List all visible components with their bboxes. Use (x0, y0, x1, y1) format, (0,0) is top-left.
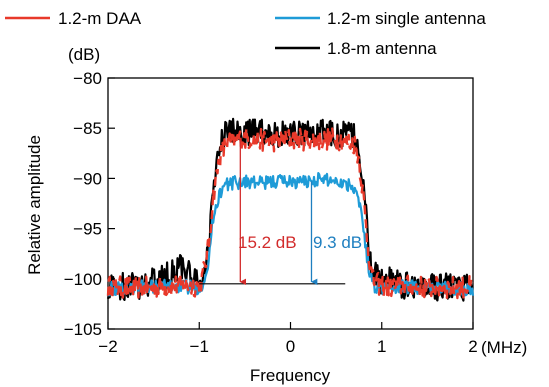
series-line-18m-antenna (106, 117, 474, 302)
y-tick-label: −80 (73, 69, 102, 88)
x-tick-label: 2 (468, 337, 477, 356)
x-tick-labels: −2 −1 0 1 2 (98, 337, 477, 356)
x-axis-title: Frequency (250, 366, 331, 385)
x-unit-label: (MHz) (481, 338, 527, 357)
series-line-12m-daa (106, 127, 474, 300)
legend-label-single: 1.2-m single antenna (327, 9, 486, 28)
y-tick-label: −105 (64, 320, 102, 339)
legend-label-daa: 1.2-m DAA (58, 9, 142, 28)
legend: 1.2-m DAA 1.2-m single antenna 1.8-m ant… (5, 9, 486, 58)
x-tick-marks (107, 322, 474, 329)
y-tick-labels: −80 −85 −90 −95 −100 −105 (64, 69, 102, 339)
x-tick-label: −2 (98, 337, 117, 356)
x-tick-label: −1 (190, 337, 209, 356)
x-tick-label: 0 (286, 337, 295, 356)
y-axis-title: Relative amplitude (25, 135, 44, 275)
y-tick-label: −95 (73, 220, 102, 239)
x-tick-label: 1 (377, 337, 386, 356)
series-group (106, 117, 475, 302)
y-tick-label: −90 (73, 169, 102, 188)
y-unit-label: (dB) (68, 45, 100, 64)
y-tick-label: −85 (73, 119, 102, 138)
legend-label-18m: 1.8-m antenna (327, 39, 437, 58)
y-tick-label: −100 (64, 270, 102, 289)
annotation-label-9-3db: 9.3 dB (313, 233, 362, 252)
annotation-label-15-2db: 15.2 dB (238, 233, 297, 252)
